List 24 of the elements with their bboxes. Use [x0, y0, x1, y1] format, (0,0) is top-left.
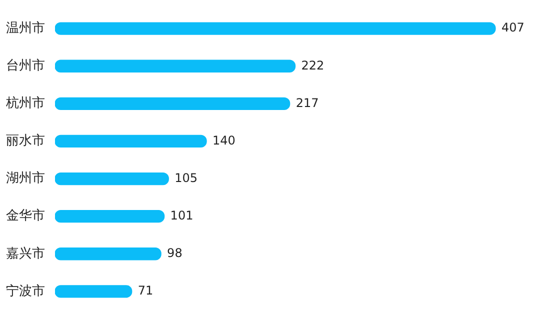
data-label: 217 [296, 96, 319, 110]
data-label: 140 [212, 133, 236, 148]
data-label: 407 [501, 20, 524, 35]
data-label: 98 [167, 246, 182, 260]
data-label: 105 [174, 170, 198, 185]
data-label: 71 [138, 284, 154, 298]
y-tick-label: 宁波市 [6, 282, 45, 299]
bar [55, 285, 132, 298]
bar [55, 210, 165, 223]
y-tick-label: 湖州市 [6, 171, 45, 186]
data-label: 101 [170, 208, 194, 222]
y-tick-label: 丽水市 [6, 134, 45, 149]
y-tick-label: 温州市 [6, 20, 45, 36]
y-tick-label: 杭州市 [5, 96, 45, 112]
bar [55, 60, 296, 72]
bar [55, 248, 162, 260]
bar [55, 22, 496, 35]
y-tick-label: 金华市 [6, 208, 45, 224]
bar [55, 134, 207, 148]
y-tick-label: 台州市 [6, 58, 45, 74]
data-label: 222 [301, 58, 324, 72]
bar [55, 172, 169, 186]
bar [55, 97, 290, 110]
y-tick-label: 嘉兴市 [6, 246, 45, 262]
